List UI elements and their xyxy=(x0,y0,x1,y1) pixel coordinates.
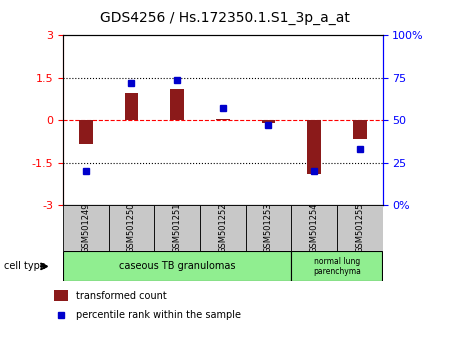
Text: GSM501255: GSM501255 xyxy=(355,202,364,253)
Bar xyxy=(79,120,93,144)
Bar xyxy=(154,205,200,251)
Bar xyxy=(353,120,366,139)
Text: GSM501253: GSM501253 xyxy=(264,202,273,253)
Text: GSM501252: GSM501252 xyxy=(218,202,227,253)
Bar xyxy=(261,120,275,123)
Text: GSM501250: GSM501250 xyxy=(127,202,136,253)
Bar xyxy=(291,251,382,281)
Text: normal lung
parenchyma: normal lung parenchyma xyxy=(313,257,361,276)
Bar xyxy=(63,251,291,281)
Bar xyxy=(200,205,246,251)
Bar xyxy=(63,205,108,251)
Bar xyxy=(54,290,68,301)
Bar xyxy=(216,119,230,120)
Bar xyxy=(307,120,321,174)
Text: GSM501249: GSM501249 xyxy=(81,202,90,253)
Bar xyxy=(337,205,382,251)
Text: transformed count: transformed count xyxy=(76,291,166,301)
Text: cell type: cell type xyxy=(4,261,46,272)
Bar xyxy=(108,205,154,251)
Bar xyxy=(170,89,184,120)
Text: caseous TB granulomas: caseous TB granulomas xyxy=(119,261,235,272)
Bar xyxy=(246,205,291,251)
Text: GSM501254: GSM501254 xyxy=(310,202,319,253)
Bar xyxy=(125,93,138,120)
Text: GDS4256 / Hs.172350.1.S1_3p_a_at: GDS4256 / Hs.172350.1.S1_3p_a_at xyxy=(100,11,350,25)
Bar xyxy=(291,205,337,251)
Text: percentile rank within the sample: percentile rank within the sample xyxy=(76,310,241,320)
Text: GSM501251: GSM501251 xyxy=(173,202,182,253)
